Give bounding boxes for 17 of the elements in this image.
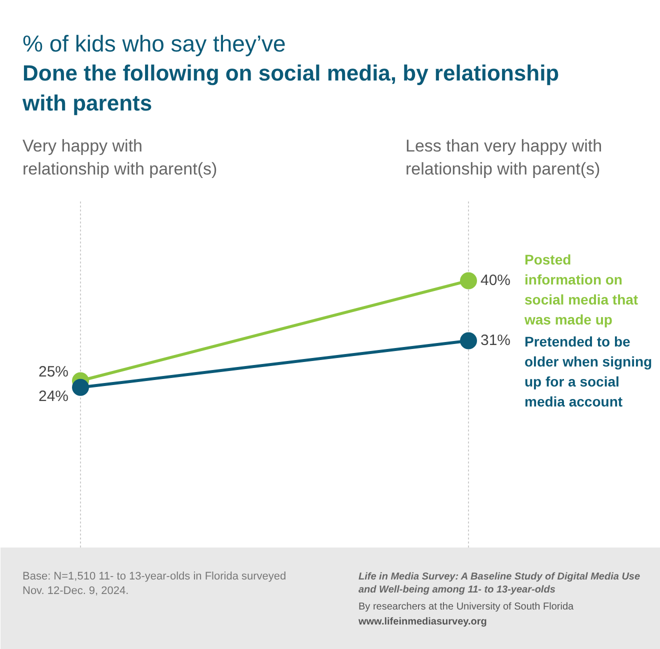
- text: Posted information on social media that was made up: [524, 252, 638, 328]
- chart-subtitle: % of kids who say they’ve: [22, 30, 286, 56]
- text: www.lifeinmediasurvey.org: [358, 616, 487, 628]
- point: [460, 272, 477, 290]
- data-label: 25%: [38, 363, 69, 380]
- text: Base: N=1,510 11- to 13-year-olds in Florida surveyed Nov. 12-Dec. 9, 2024.: [22, 570, 286, 597]
- point: [72, 378, 89, 396]
- data-label: 24%: [38, 388, 69, 405]
- chart-title: Done the following on social media, by relationship with parents: [22, 60, 560, 116]
- data-label: 31%: [480, 332, 511, 350]
- data-label: 40%: [480, 272, 511, 290]
- text: By researchers at the University of South Florida: [358, 602, 574, 612]
- text: Pretended to be older when signing up for a social media account: [524, 334, 652, 410]
- text: Life in Media Survey: A Baseline Study of Digital Media Use and Well-being among 11- to 13-year-olds: [358, 572, 640, 596]
- point: [460, 332, 477, 350]
- x-tick-label: Very happy with relationship with parent(s): [22, 136, 218, 178]
- x-tick-label: Less than very happy with relationship with parent(s): [406, 136, 602, 178]
